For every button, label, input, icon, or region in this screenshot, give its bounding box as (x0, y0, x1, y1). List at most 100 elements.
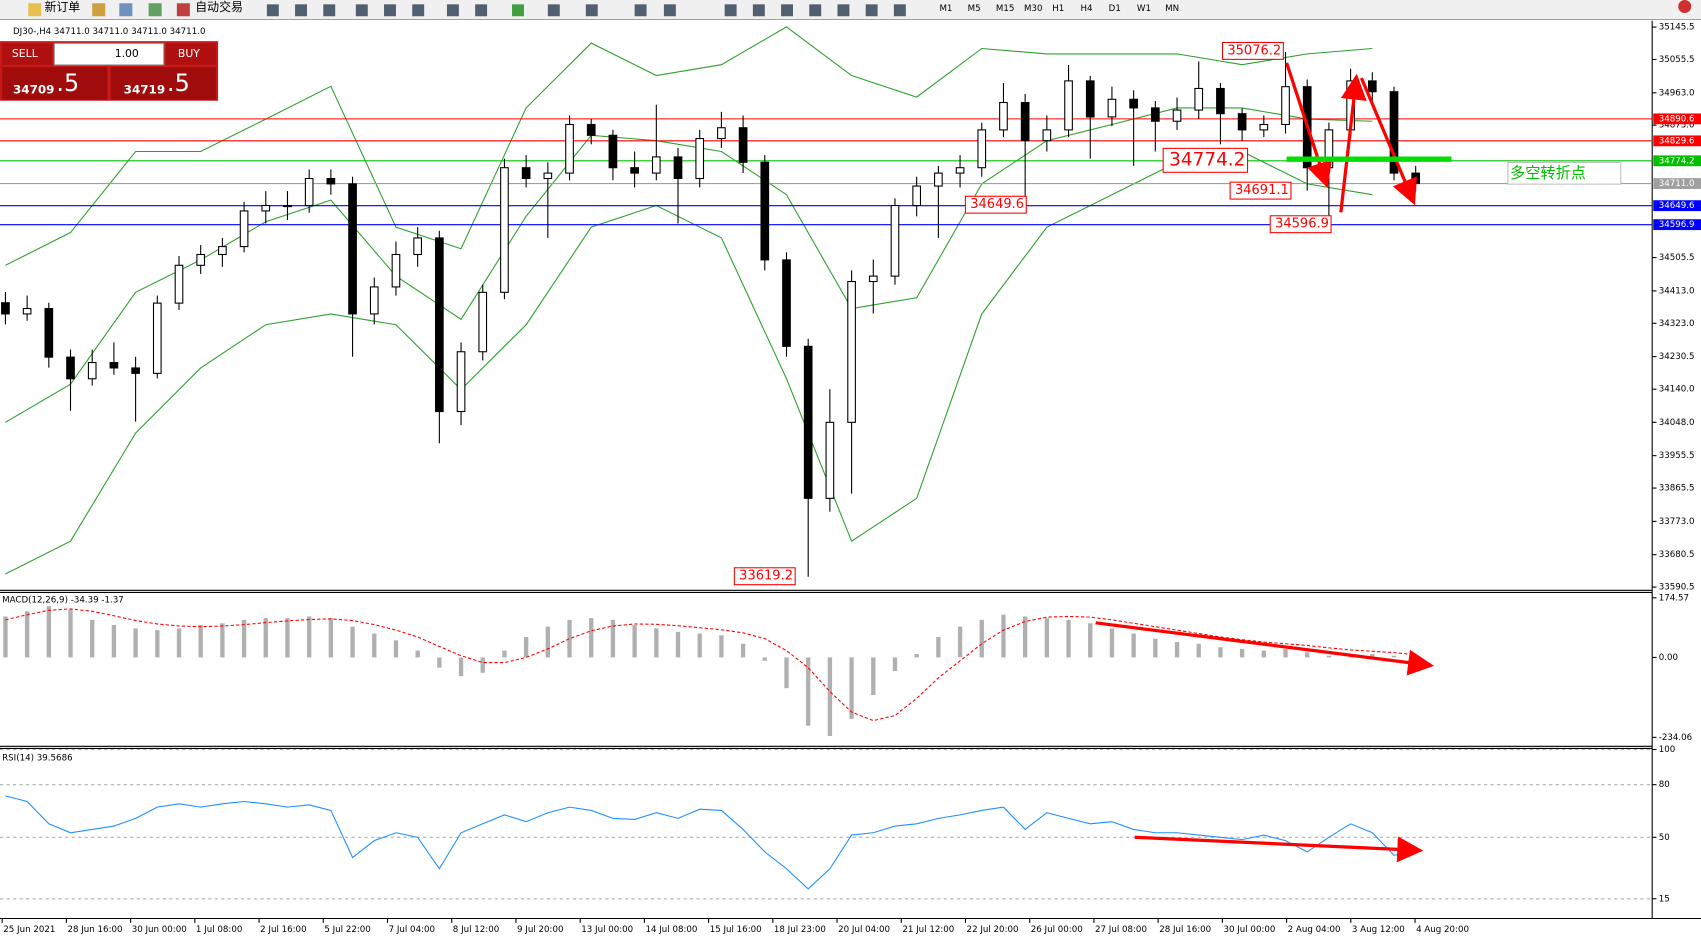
macd-bar (545, 626, 551, 658)
timeframe-button[interactable]: MN (1165, 4, 1179, 14)
candle-body (717, 127, 726, 140)
timeframe-button[interactable]: M5 (968, 4, 981, 14)
candle-body (391, 253, 401, 288)
bid-box[interactable] (2, 67, 108, 100)
candle-body (1085, 80, 1095, 118)
sell-button[interactable] (2, 43, 53, 65)
timeframe-button[interactable]: W1 (1137, 4, 1151, 14)
timeframe-button[interactable]: M30 (1024, 4, 1042, 14)
timeframe-button[interactable]: H4 (1080, 4, 1093, 14)
annotation-box (1507, 161, 1622, 185)
macd-bar (1326, 655, 1332, 658)
buy-button[interactable] (165, 43, 216, 65)
y-tick-label: 0.00 (1659, 653, 1678, 663)
y-tick-label: 80 (1659, 780, 1670, 790)
new-order-icon[interactable] (28, 3, 42, 17)
plots: 35145.5 35055.5 34963.0 34873.0 34505.5 34413… (0, 23, 1701, 935)
annotation: 多空转折点 (1510, 164, 1586, 182)
candle-body (44, 307, 54, 358)
macd-bar (198, 624, 203, 658)
candle-body (152, 302, 162, 374)
timeframe-button[interactable]: M15 (996, 4, 1014, 14)
candle-body (803, 345, 813, 499)
candle-body (760, 161, 770, 261)
ask-box[interactable] (110, 67, 216, 100)
y-tick-label: 34413.0 (1659, 286, 1695, 296)
macd-bar (328, 618, 334, 658)
timeframe-button[interactable]: H1 (1052, 4, 1064, 14)
macd-bar (1131, 633, 1136, 658)
annotation-box (733, 567, 796, 586)
candle-body (608, 134, 618, 169)
candle-body (435, 237, 444, 413)
candle-body (1, 302, 10, 315)
x-tick-label: 8 Jul 12:00 (453, 925, 499, 935)
candle-body (782, 259, 791, 347)
price-level-label: 34890.6 (1659, 114, 1695, 124)
new-order-button[interactable]: 新订单 (44, 0, 80, 14)
annotation-box (1269, 215, 1332, 234)
trend-arrow (1359, 77, 1417, 206)
annotation: 34649.6 (970, 197, 1024, 212)
price-level-tag (1653, 219, 1701, 231)
annotation-box (964, 195, 1027, 214)
tool-icon[interactable] (119, 3, 133, 17)
candle-body (630, 167, 639, 174)
x-tick-label: 20 Jul 04:00 (838, 925, 890, 935)
rsi-line (5, 795, 1416, 890)
candle-body (304, 177, 314, 207)
annotation: 34596.9 (1275, 217, 1329, 232)
chart-title: DJ30-,H4 34711.0 34711.0 34711.0 34711.0 (13, 27, 205, 37)
x-tick-label: 26 Jul 00:00 (1031, 925, 1083, 935)
candle-body (521, 167, 531, 180)
timeframe-button[interactable]: D1 (1109, 4, 1121, 14)
macd-bar (719, 635, 724, 658)
macd-bar (458, 657, 464, 677)
annotation: 35076.2 (1227, 43, 1281, 58)
sell-label[interactable]: SELL (12, 47, 38, 60)
macd-bar (957, 626, 963, 658)
macd-bar (90, 619, 95, 658)
bid-price: 34709 (13, 82, 54, 96)
bollinger-band (5, 107, 1373, 423)
y-tick-label: 50 (1659, 833, 1670, 843)
timeframe-button[interactable]: M1 (939, 4, 952, 14)
macd-bar (523, 636, 529, 658)
annotation-box (1229, 181, 1292, 200)
candle-body (456, 351, 466, 413)
candle-body (695, 137, 705, 180)
lot-input[interactable] (53, 42, 165, 66)
macd-bar (979, 619, 984, 658)
tool-icon[interactable] (92, 3, 106, 17)
lot-value[interactable]: 1.00 (115, 47, 139, 60)
price-level-label: 34774.2 (1659, 156, 1695, 166)
macd-bar (220, 623, 225, 658)
candle-body (934, 172, 943, 187)
auto-trading-button[interactable]: 自动交易 (195, 0, 243, 14)
price-level-label: 34649.6 (1659, 201, 1695, 211)
annotation: 34774.2 (1169, 149, 1245, 170)
macd-bar (437, 657, 442, 668)
tool-icon[interactable] (148, 3, 162, 17)
macd-bar (762, 657, 767, 661)
x-tick-label: 2 Aug 04:00 (1288, 925, 1341, 935)
candle-body (1367, 80, 1377, 93)
candle-body (1281, 86, 1290, 126)
y-tick-label: 34963.0 (1659, 88, 1695, 98)
macd-bar (654, 628, 659, 658)
candle-body (1020, 101, 1030, 142)
macd-bar (480, 657, 485, 673)
bollinger-band (5, 150, 1373, 575)
macd-bar (155, 630, 160, 658)
macd-bar (1239, 648, 1245, 658)
macd-bar (46, 606, 51, 658)
candle-body (673, 156, 683, 180)
candle-body (196, 253, 206, 266)
macd-bar (393, 640, 399, 658)
price-level-tag (1653, 155, 1701, 167)
macd-bar (133, 628, 138, 658)
buy-label[interactable]: BUY (178, 47, 200, 60)
candle-body (1389, 91, 1399, 174)
x-tick-label: 25 Jun 2021 (3, 925, 55, 935)
auto-trading-icon[interactable] (176, 3, 190, 17)
